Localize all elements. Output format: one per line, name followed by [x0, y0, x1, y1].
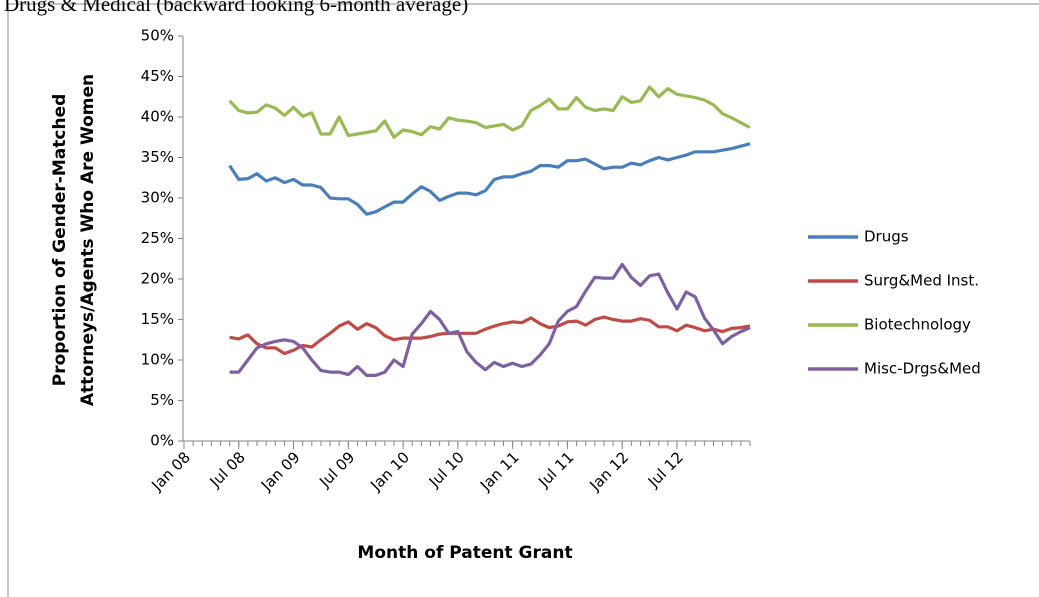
x-tick-label: Jul 11 — [534, 448, 577, 491]
y-tick-label: 45% — [141, 67, 174, 85]
series-line — [228, 85, 751, 139]
x-tick-label: Jan 09 — [257, 448, 304, 495]
legend-label: Misc-Drgs&Med — [864, 360, 981, 378]
x-tick-label: Jul 10 — [425, 448, 468, 491]
y-tick-label: 20% — [141, 270, 174, 288]
y-tick-label: 5% — [150, 391, 174, 409]
y-tick-label: 50% — [141, 27, 174, 45]
x-tick-label: Jan 10 — [366, 448, 413, 495]
x-tick-label: Jan 11 — [476, 448, 523, 495]
y-tick-label: 35% — [141, 148, 174, 166]
x-tick-label: Jan 12 — [586, 448, 633, 495]
x-axis-title: Month of Patent Grant — [357, 543, 572, 563]
series-line — [229, 262, 751, 377]
y-tick-label: 10% — [141, 351, 174, 369]
y-tick-label: 25% — [141, 229, 174, 247]
legend-label: Biotechnology — [864, 316, 971, 334]
y-axis-title: Attorneys/Agents Who Are Women — [78, 74, 98, 406]
x-tick-label: Jan 08 — [147, 448, 194, 495]
x-tick-label: Jul 12 — [644, 448, 687, 491]
y-tick-label: 30% — [141, 189, 174, 207]
y-axis-title: Proportion of Gender-Matched — [50, 94, 70, 387]
y-tick-label: 15% — [141, 310, 174, 328]
x-tick-label: Jul 09 — [315, 448, 358, 491]
series-line — [228, 142, 751, 216]
chart-frame — [7, 3, 1039, 597]
legend-label: Drugs — [864, 228, 909, 246]
x-tick-label: Jul 08 — [206, 448, 249, 491]
y-tick-label: 40% — [141, 108, 174, 126]
y-tick-label: 0% — [150, 432, 174, 450]
chart-title: Drugs & Medical (backward looking 6-mont… — [4, 0, 468, 16]
legend-label: Surg&Med Inst. — [864, 272, 979, 290]
series-line — [229, 315, 751, 356]
